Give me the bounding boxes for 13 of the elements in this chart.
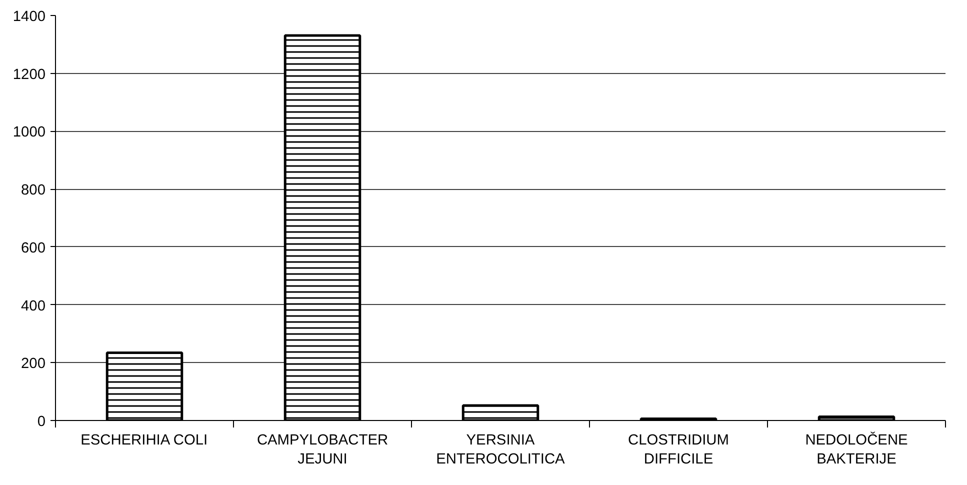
y-tick-label: 1200: [12, 66, 46, 83]
y-tick-label: 1000: [12, 124, 46, 141]
x-tick-label: YERSINIA ENTEROCOLITICA: [436, 432, 566, 468]
y-tick-label: 400: [21, 298, 46, 314]
x-tick-label: NEDOLOČENE BAKTERIJE: [805, 432, 908, 468]
y-tick-label: 600: [21, 240, 46, 256]
y-tick-label: 0: [37, 414, 46, 430]
y-tick-label: 800: [21, 182, 46, 199]
y-tick-label: 200: [21, 356, 46, 372]
x-tick-label: CAMPYLOBACTER JEJUNI: [256, 432, 388, 468]
x-tick-label: ESCHERIHIA COLI: [80, 432, 208, 448]
y-tick-label: 1400: [12, 9, 46, 25]
x-tick-label: CLOSTRIDIUM DIFFICILE: [628, 432, 729, 468]
